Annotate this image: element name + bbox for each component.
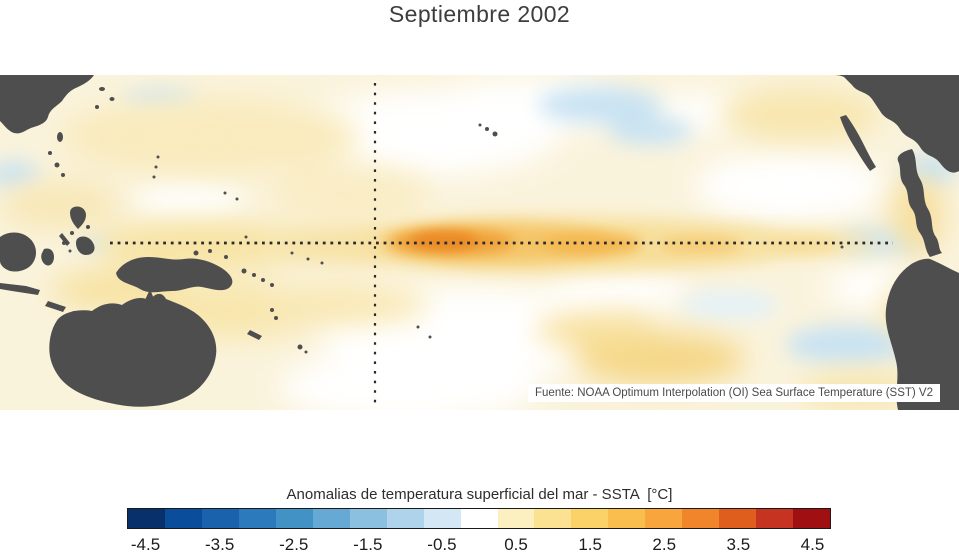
colorbar-segment bbox=[128, 509, 165, 528]
land-hawaii bbox=[478, 123, 498, 137]
colorbar-segment bbox=[312, 509, 350, 528]
colorbar-tick-label: 1.5 bbox=[578, 535, 602, 554]
colorbar-segment bbox=[238, 509, 276, 528]
colorbar-title: Anomalias de temperatura superficial del… bbox=[286, 486, 673, 503]
land-galapagos bbox=[840, 245, 844, 249]
equatorial-warm-band bbox=[280, 219, 880, 271]
reference-lines bbox=[110, 83, 893, 408]
colorbar-segment bbox=[571, 509, 609, 528]
colorbar-segment bbox=[534, 509, 572, 528]
colorbar-segment bbox=[497, 509, 535, 528]
colorbar-segment bbox=[682, 509, 720, 528]
land-asia bbox=[0, 75, 94, 134]
colorbar-ticks: -4.5 -3.5 -2.5 -1.5 -0.5 0.5 1.5 2.5 3.5 4.5 bbox=[127, 535, 831, 557]
colorbar-tick-label: 4.5 bbox=[800, 535, 825, 554]
colorbar bbox=[127, 508, 831, 529]
colorbar-tick-label: 3.5 bbox=[726, 535, 751, 554]
colorbar-segment bbox=[608, 509, 646, 528]
land-new-guinea bbox=[116, 257, 233, 293]
land-south-america bbox=[885, 258, 959, 410]
colorbar-segment bbox=[793, 509, 831, 528]
colorbar-segment bbox=[201, 509, 239, 528]
map-svg bbox=[0, 75, 959, 410]
land-indonesia bbox=[0, 232, 76, 315]
colorbar-segment bbox=[164, 509, 202, 528]
land-central-america bbox=[897, 149, 942, 257]
colorbar-segment bbox=[386, 509, 424, 528]
source-attribution: Fuente: NOAA Optimum Interpolation (OI) … bbox=[528, 384, 940, 402]
colorbar-tick-label: -0.5 bbox=[427, 535, 457, 554]
land-north-america bbox=[748, 75, 959, 173]
colorbar-segment bbox=[349, 509, 387, 528]
pacific-ssta-map: Fuente: NOAA Optimum Interpolation (OI) … bbox=[0, 75, 959, 410]
colorbar-tick-label: -4.5 bbox=[130, 535, 161, 554]
colorbar-segment bbox=[756, 509, 794, 528]
colorbar-tick-label: 2.5 bbox=[652, 535, 677, 554]
land-philippines bbox=[59, 206, 95, 255]
colorbar-segment bbox=[460, 509, 498, 528]
colorbar-segment bbox=[719, 509, 757, 528]
colorbar-segment bbox=[645, 509, 683, 528]
colorbar-tick-label: 0.5 bbox=[504, 535, 528, 554]
land-masses bbox=[0, 75, 959, 410]
colorbar-tick-label: -3.5 bbox=[204, 535, 235, 554]
page-title: Septiembre 2002 bbox=[388, 1, 571, 27]
colorbar-tick-label: -2.5 bbox=[279, 535, 309, 554]
colorbar-tick-label: -1.5 bbox=[353, 535, 383, 554]
land-australia bbox=[49, 289, 217, 407]
colorbar-segment bbox=[275, 509, 313, 528]
colorbar-segment bbox=[423, 509, 461, 528]
